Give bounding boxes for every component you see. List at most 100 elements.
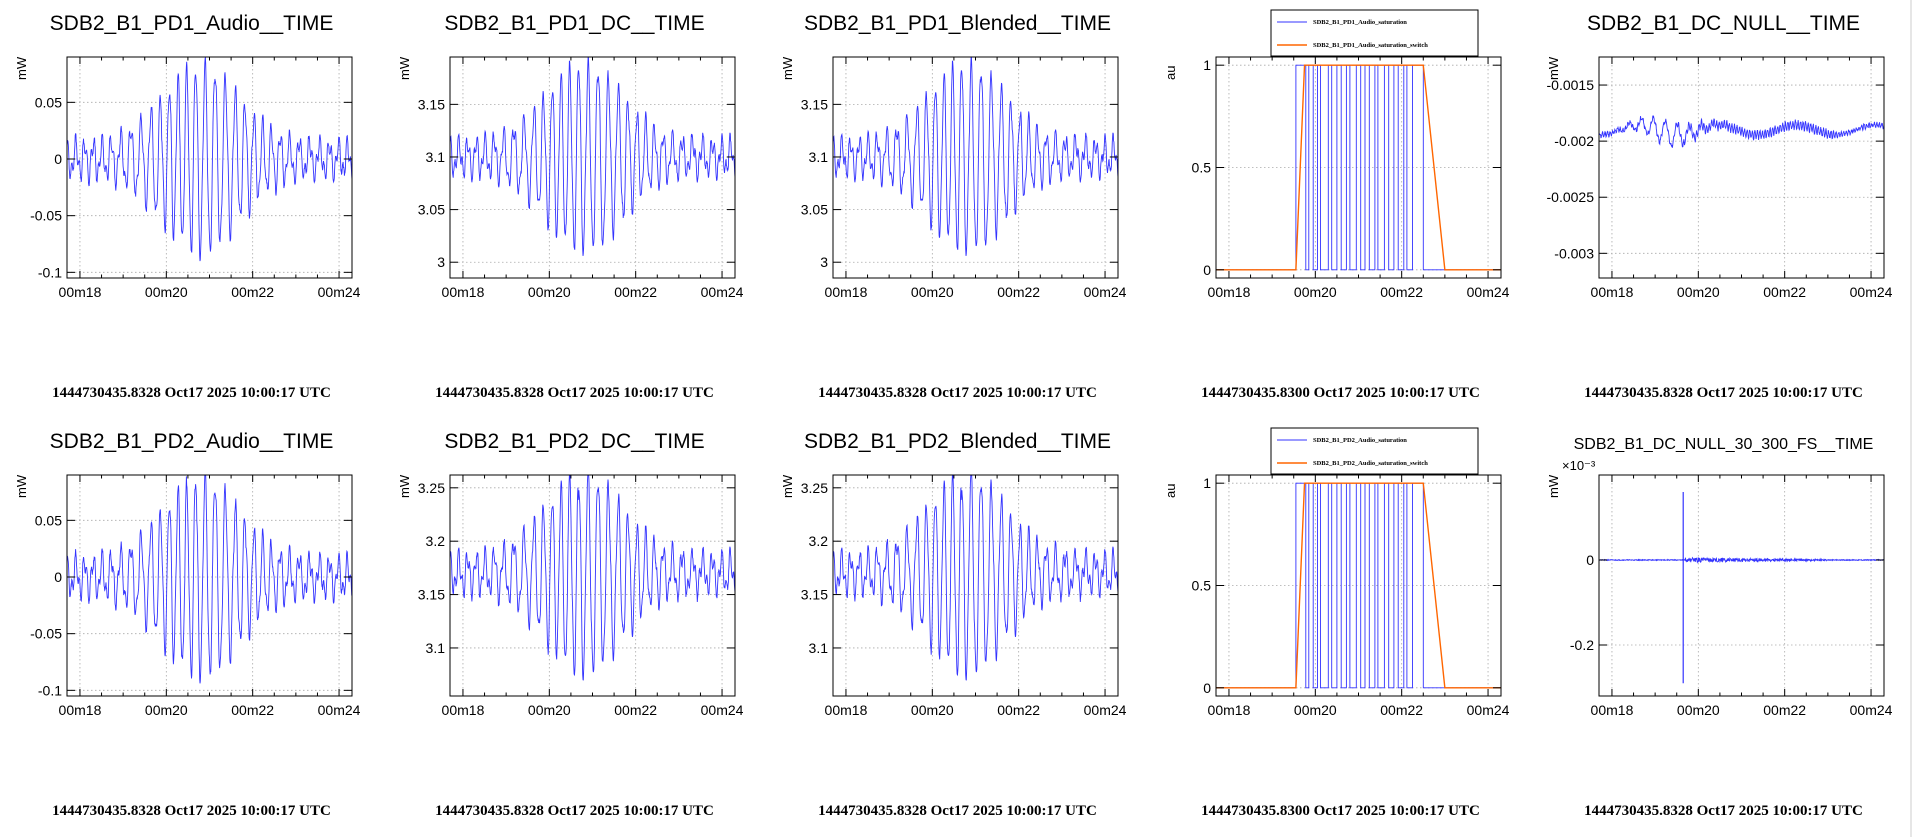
plot-panel: SDB2_B1_PD2_Audio__TIME mW 1444730435.8328… [0, 418, 383, 836]
plot-panel: SDB2_B1_PD1_DC__TIME mW 1444730435.8328 Oc… [383, 0, 766, 418]
y-tick-label: 3.1 [426, 640, 446, 656]
y-tick-label: 3.15 [418, 587, 445, 603]
signal-trace [449, 56, 736, 256]
y-tick-label: 1 [1203, 57, 1211, 73]
legend-label: SDB2_B1_PD1_Audio_saturation [1313, 19, 1407, 26]
y-tick-label: 0 [54, 151, 62, 167]
legend-box [1270, 9, 1479, 57]
x-tick-label: 00m20 [528, 702, 571, 718]
signal-trace [1598, 115, 1885, 148]
y-tick-label: -0.05 [30, 626, 62, 642]
x-tick-label: 00m24 [318, 702, 361, 718]
plot-frame [832, 56, 1119, 279]
y-tick-label: 3.05 [801, 202, 828, 218]
plot-svg: 00m18 00m20 00m22 00m24 3.25 3.2 3.15 3.1 [801, 474, 1127, 718]
signal-trace [832, 56, 1119, 256]
plot-title: SDB2_B1_DC_NULL_30_300_FS__TIME [1573, 436, 1874, 453]
y-tick-label: 0 [1203, 262, 1211, 278]
plot-panel: SDB2_B1_DC_NULL__TIME mW 1444730435.8328 O… [1532, 0, 1915, 418]
plot-panel: SDB2_B1_DC_NULL_30_300_FS__TIME mW ×10⁻³ 14… [1532, 418, 1915, 836]
y-tick-label: 0 [54, 569, 62, 585]
timestamp-footer: 1444730435.8328 Oct17 2025 10:00:17 UTC [818, 385, 1097, 401]
legend: SDB2_B1_PD1_Audio_saturation SDB2_B1_PD1_… [1270, 9, 1479, 57]
plot-svg: 00m18 00m20 00m22 00m24 0 -0.2 [1570, 474, 1893, 718]
x-tick-label: 00m18 [59, 284, 102, 300]
timestamp-footer: 1444730435.8300 Oct17 2025 10:00:17 UTC [1201, 803, 1480, 819]
saturation-trace [1216, 482, 1501, 689]
x-tick-label: 00m22 [1380, 284, 1423, 300]
plot-title: SDB2_B1_PD2_DC__TIME [444, 430, 705, 453]
x-tick-label: 00m20 [145, 702, 188, 718]
y-tick-label: 3.05 [418, 202, 445, 218]
y-tick-label: 0.05 [35, 512, 62, 528]
timestamp-footer: 1444730435.8328 Oct17 2025 10:00:17 UTC [52, 385, 331, 401]
x-tick-label: 00m22 [614, 284, 657, 300]
x-tick-label: 00m18 [1208, 284, 1251, 300]
signal-trace [1598, 556, 1885, 564]
x-tick-label: 00m18 [825, 702, 868, 718]
y-tick-label: 3.25 [801, 480, 828, 496]
y-tick-label: 3.1 [809, 149, 829, 165]
legend-label: SDB2_B1_PD1_Audio_saturation_switch [1313, 42, 1428, 49]
x-tick-label: 00m22 [1763, 284, 1806, 300]
x-tick-label: 00m18 [59, 702, 102, 718]
plot-title: SDB2_B1_PD1_DC__TIME [444, 12, 705, 35]
y-tick-label: 3 [437, 254, 445, 270]
y-tick-label: 3 [820, 254, 828, 270]
legend: SDB2_B1_PD2_Audio_saturation SDB2_B1_PD2_… [1270, 427, 1479, 475]
x-tick-label: 00m24 [701, 284, 744, 300]
x-tick-label: 00m20 [1294, 284, 1337, 300]
x-tick-label: 00m22 [231, 284, 274, 300]
y-tick-label: 3.15 [801, 587, 828, 603]
plot-panel: SDB2_B1_PD1_Audio__TIME mW 1444730435.8328… [0, 0, 383, 418]
y-tick-label: 3.25 [418, 480, 445, 496]
x-tick-label: 00m22 [231, 702, 274, 718]
window-edge [1910, 0, 1912, 837]
y-tick-label: 0.5 [1192, 578, 1212, 594]
plot-frame [449, 56, 736, 279]
x-tick-label: 00m20 [911, 284, 954, 300]
y-tick-label: 0.05 [35, 94, 62, 110]
y-tick-label: 3.2 [426, 533, 446, 549]
plot-panel: SDB2_B1_PD1_Blended__TIME mW 1444730435.83… [766, 0, 1149, 418]
signal-trace [66, 474, 353, 684]
plot-title: SDB2_B1_PD1_Audio__TIME [49, 12, 334, 35]
plot-panel: SDB2_B1_PD2_DC__TIME mW 1444730435.8328 Oc… [383, 418, 766, 836]
y-tick-label: 3.1 [426, 149, 446, 165]
timestamp-footer: 1444730435.8328 Oct17 2025 10:00:17 UTC [435, 803, 714, 819]
plot-panel: SDB2_B1_PD2_Blended__TIME mW 1444730435.83… [766, 418, 1149, 836]
x-tick-label: 00m22 [614, 702, 657, 718]
plot-panel: au 1444730435.8300 Oct17 2025 10:00:17 UT… [1149, 0, 1532, 418]
y-tick-label: 0.5 [1192, 160, 1212, 176]
y-tick-label: -0.003 [1554, 245, 1594, 261]
x-tick-label: 00m22 [997, 284, 1040, 300]
x-tick-label: 00m20 [145, 284, 188, 300]
y-tick-label: -0.002 [1554, 133, 1594, 149]
x-tick-label: 00m22 [1763, 702, 1806, 718]
x-tick-label: 00m24 [1850, 702, 1893, 718]
legend-box [1270, 427, 1479, 475]
x-tick-label: 00m18 [825, 284, 868, 300]
signal-trace [449, 474, 736, 681]
x-tick-label: 00m20 [1677, 284, 1720, 300]
switch-trace [1216, 64, 1501, 271]
y-tick-label: 3.15 [418, 96, 445, 112]
x-tick-label: 00m20 [1294, 702, 1337, 718]
x-tick-label: 00m24 [701, 702, 744, 718]
plot-frame [1598, 56, 1885, 279]
x-tick-label: 00m18 [1591, 284, 1634, 300]
plot-frame [1215, 474, 1502, 697]
y-tick-label: 1 [1203, 475, 1211, 491]
y-tick-label: 3.1 [809, 640, 829, 656]
x-tick-label: 00m22 [997, 702, 1040, 718]
y-tick-label: -0.0025 [1547, 189, 1595, 205]
signal-trace [832, 474, 1119, 681]
plot-title: SDB2_B1_DC_NULL__TIME [1586, 12, 1861, 35]
x-tick-label: 00m24 [1850, 284, 1893, 300]
y-tick-label: 0 [1203, 680, 1211, 696]
y-tick-label: -0.1 [38, 264, 62, 280]
x-tick-label: 00m24 [1084, 702, 1127, 718]
signal-trace [66, 57, 353, 262]
x-tick-label: 00m20 [911, 702, 954, 718]
